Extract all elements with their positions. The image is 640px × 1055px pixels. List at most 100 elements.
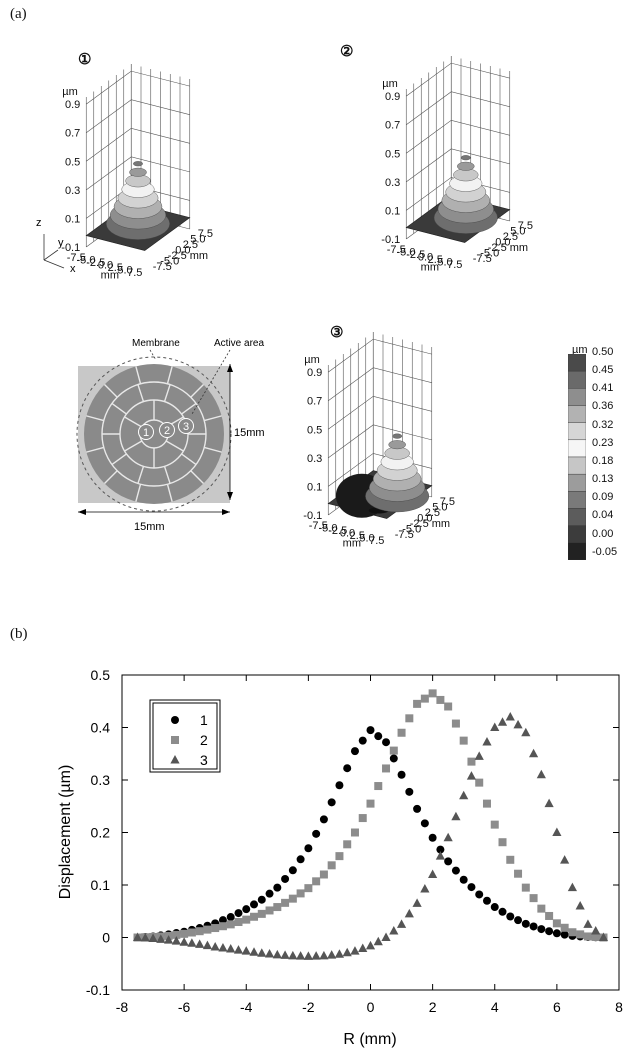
z-gridline (86, 127, 190, 162)
series-1-point (405, 787, 414, 796)
y-tick-label: 0.4 (91, 720, 111, 736)
colorbar-band (568, 508, 586, 526)
series-3-point (140, 933, 150, 942)
colorbar-level-label: 0.36 (592, 400, 614, 413)
series-1-point (529, 922, 538, 931)
series-1-point (343, 764, 352, 773)
series-2-point (327, 861, 336, 870)
z-tick-label: 0.5 (65, 156, 80, 168)
colorbar-level-label: -0.05 (592, 545, 618, 558)
colorbar-band (568, 525, 586, 544)
z-tick-label: -0.1 (381, 234, 400, 246)
series-3-point (381, 932, 391, 941)
x-tick-label: 0.0 (340, 528, 355, 540)
colorbar-level-label: 0.04 (592, 509, 614, 522)
series-1-point (413, 804, 422, 813)
electrode-3-label: 3 (183, 421, 189, 433)
membrane-schematic: 1 2 3 Membrane Active area 15mm 15mm (76, 338, 265, 533)
y-tick-label: 7.5 (198, 228, 213, 240)
x-tick-label: 7.5 (447, 259, 462, 271)
colorbar-band (568, 439, 586, 458)
axis-z-label: z (36, 217, 42, 229)
series-3-point (513, 719, 523, 729)
series-2-point (358, 814, 367, 823)
series-1-point (475, 890, 484, 899)
y-tick-label: -7.5 (153, 261, 172, 273)
x-tick-label: 7.5 (127, 267, 142, 279)
y-tick-label: 0.0 (417, 513, 432, 525)
z-tick-label: 0.9 (65, 99, 80, 111)
series-3-point (171, 936, 181, 945)
y-axis-label: Displacement (µm) (57, 765, 74, 900)
series-2-point (304, 884, 313, 893)
series-2-point (281, 898, 290, 907)
z-gridline (86, 70, 190, 105)
width-label: 15mm (134, 521, 165, 533)
y-tick-label: -7.5 (473, 253, 492, 265)
x-tick-label: -2 (302, 999, 315, 1015)
series-2-point (552, 919, 561, 928)
series-2-point (537, 904, 546, 913)
z-tick-label: 0.7 (65, 128, 80, 140)
x-tick-label: -5.0 (319, 523, 338, 535)
x-tick-label: 5.0 (437, 257, 452, 269)
series-3-point (226, 944, 236, 953)
x-tick-label: 8 (615, 999, 623, 1015)
y-unit-label: mm (190, 250, 208, 262)
series-1-point (304, 844, 313, 853)
series-1-point (319, 815, 328, 824)
series-3-point (303, 951, 313, 960)
x-tick-label: -7.5 (387, 244, 406, 256)
surface-contour-band (388, 440, 406, 450)
z-gridline (406, 177, 510, 211)
y-tick-label: 0.0 (175, 245, 190, 257)
series-1-point (358, 736, 367, 745)
colorbar-level-label: 0.23 (592, 436, 614, 449)
series-1-point (436, 845, 445, 854)
series-3-point (350, 946, 360, 955)
series-1-point (257, 895, 266, 904)
series-3-point (272, 949, 282, 959)
series-1-point (482, 896, 491, 905)
legend-marker-1 (171, 716, 179, 724)
x-tick-label: -6 (178, 999, 191, 1015)
x-tick-label: -2.5 (328, 525, 347, 537)
x-tick-label: -8 (116, 999, 129, 1015)
surface-plot-2-number: ② (340, 43, 354, 60)
y-tick-label: 0.5 (91, 667, 111, 683)
colorbar-band (568, 491, 586, 509)
x-tick-label: 0 (367, 999, 375, 1015)
surface-plot-1: 0.90.70.50.30.1-0.1µm-7.5-5.0-2.50.02.55… (61, 64, 213, 282)
series-2-point (451, 719, 460, 728)
series-3-point (583, 919, 593, 928)
z-tick-label: 0.9 (385, 91, 400, 103)
series-3-point (163, 935, 174, 944)
series-2-point (218, 922, 227, 931)
y-tick-label: 7.5 (518, 220, 533, 232)
x-tick-label: -7.5 (309, 520, 328, 532)
series-3-point (490, 722, 500, 731)
x-tick-label: 0.0 (98, 260, 113, 272)
y-tick-label: -5.0 (402, 524, 421, 536)
z-tick-label: 0.1 (385, 205, 400, 217)
surface-plot-2: 0.90.70.50.30.1-0.1µm-7.5-5.0-2.50.02.55… (381, 56, 533, 274)
electrode-1-label: 1 (143, 427, 149, 439)
series-3-point (280, 950, 290, 959)
series-2-point (273, 903, 282, 912)
series-2-point (397, 728, 406, 737)
colorbar-labels: 0.50 0.45 0.41 0.36 0.32 0.23 0.18 0.13 0.09 0.04… (592, 346, 638, 562)
series-3-point (187, 938, 197, 947)
legend-label-1: 1 (200, 712, 208, 728)
series-3-point (505, 712, 515, 721)
series-3-point (334, 949, 345, 958)
series-2-point (288, 894, 297, 903)
series-2-point (203, 925, 212, 934)
x-tick-label: 0.0 (418, 252, 433, 264)
series-3-point (358, 943, 368, 953)
series-1-point (296, 855, 305, 864)
series-2-point (475, 778, 484, 787)
series-1-point (265, 889, 274, 898)
series-3-point (202, 940, 213, 950)
x-tick-label: -5.0 (397, 247, 416, 259)
x-tick-label: -7.5 (67, 252, 86, 264)
